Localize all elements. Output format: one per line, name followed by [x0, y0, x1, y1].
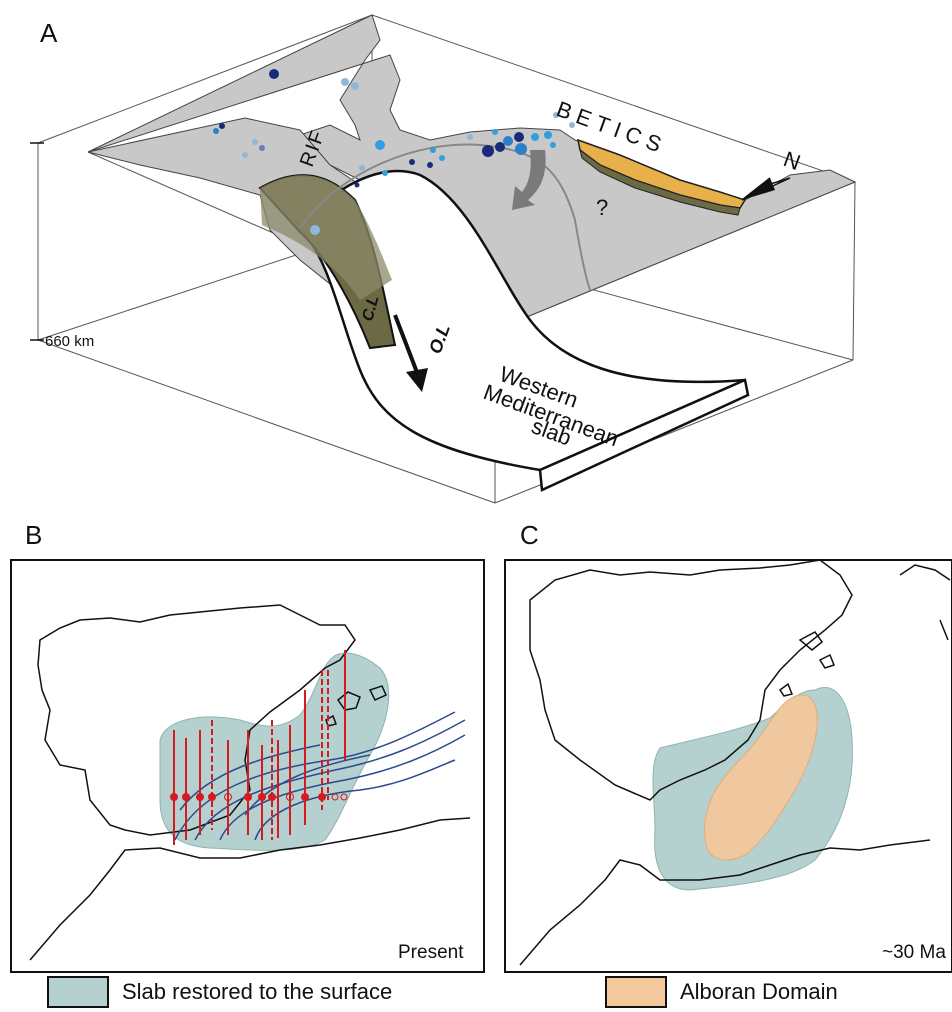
- oceanic-lithosphere-arrow: [393, 314, 428, 392]
- legend-label-alboran-domain: Alboran Domain: [680, 979, 838, 1004]
- station-dot: [301, 793, 309, 801]
- north-arrow-label: N: [780, 146, 803, 175]
- alboran-domain-area: [704, 694, 818, 861]
- continental-lithosphere-label: C.L: [359, 294, 382, 323]
- quake-dot: [409, 159, 415, 165]
- station-dot: [170, 793, 178, 801]
- quake-dot: [482, 145, 494, 157]
- legend-swatch-alboran-domain: [605, 976, 667, 1008]
- quake-dot: [375, 140, 385, 150]
- map-present: [10, 559, 485, 973]
- quake-dot: [514, 132, 524, 142]
- quake-dot: [430, 147, 436, 153]
- africa-coastline-past: [519, 839, 931, 966]
- quake-dot: [544, 131, 552, 139]
- quake-dot: [495, 142, 505, 152]
- station-dot: [258, 793, 266, 801]
- depth-label: 660 km: [45, 333, 94, 350]
- station-dot: [340, 793, 348, 801]
- quake-dot: [252, 139, 258, 145]
- quake-dot: [550, 142, 556, 148]
- map-past: [504, 559, 952, 973]
- quake-dot: [219, 123, 225, 129]
- quake-dot: [354, 182, 360, 188]
- station-dot: [244, 793, 252, 801]
- unknown-marker: ?: [596, 195, 608, 220]
- trajectories: [174, 711, 466, 841]
- quake-dot: [427, 162, 433, 168]
- earthquake-dots: [213, 69, 575, 235]
- quake-dot: [503, 136, 513, 146]
- quake-dot: [341, 78, 349, 86]
- iberia-coastline-present: [37, 604, 356, 836]
- slab-front-face: [538, 378, 750, 492]
- station-dot: [268, 793, 276, 801]
- balearic-islands-past: [778, 631, 835, 697]
- station-dot: [182, 793, 190, 801]
- quake-dot: [467, 134, 473, 140]
- station-dot: [331, 793, 339, 801]
- africa-coastline-present: [29, 817, 471, 961]
- quake-dot: [515, 143, 527, 155]
- station-dot: [196, 793, 204, 801]
- slab-restored-area-present: [159, 652, 390, 851]
- station-dot: [286, 793, 294, 801]
- seismic-lines: [173, 650, 346, 845]
- quake-dot: [310, 225, 320, 235]
- quake-dot: [492, 129, 498, 135]
- quake-dot: [213, 128, 219, 134]
- quake-dot: [269, 69, 279, 79]
- block-diagram: BETICS RIF N ? C.L O.L Western Mediterra…: [30, 14, 857, 504]
- quake-dot: [439, 155, 445, 161]
- iberia-coastline-past: [529, 559, 853, 801]
- quake-dot: [242, 152, 248, 158]
- quake-dot: [553, 112, 559, 118]
- alboran-block-side: [579, 148, 741, 216]
- slab-body: [298, 169, 746, 472]
- legend-label-slab-restored: Slab restored to the surface: [122, 979, 393, 1004]
- map-past-label: ~30 Ma: [882, 942, 946, 963]
- quake-dot: [359, 165, 365, 171]
- station-dot: [208, 793, 216, 801]
- quake-dot: [569, 122, 575, 128]
- panel-letter-c: C: [520, 520, 539, 550]
- sardinia-coastline-past: [899, 564, 951, 641]
- panel-letter-a: A: [40, 18, 58, 48]
- station-dot: [224, 793, 232, 801]
- seismic-stations: [170, 793, 348, 801]
- station-dot: [318, 793, 326, 801]
- north-arrow-icon: [741, 177, 791, 201]
- map-present-label: Present: [398, 942, 464, 963]
- quake-dot: [382, 170, 388, 176]
- continental-lithosphere-translucent: [260, 175, 392, 300]
- quake-dot: [351, 82, 359, 90]
- quake-dot: [259, 145, 265, 151]
- legend-swatch-slab-restored: [47, 976, 109, 1008]
- panel-letter-b: B: [25, 520, 43, 550]
- quake-dot: [531, 133, 539, 141]
- rollback-arrow: [512, 150, 546, 210]
